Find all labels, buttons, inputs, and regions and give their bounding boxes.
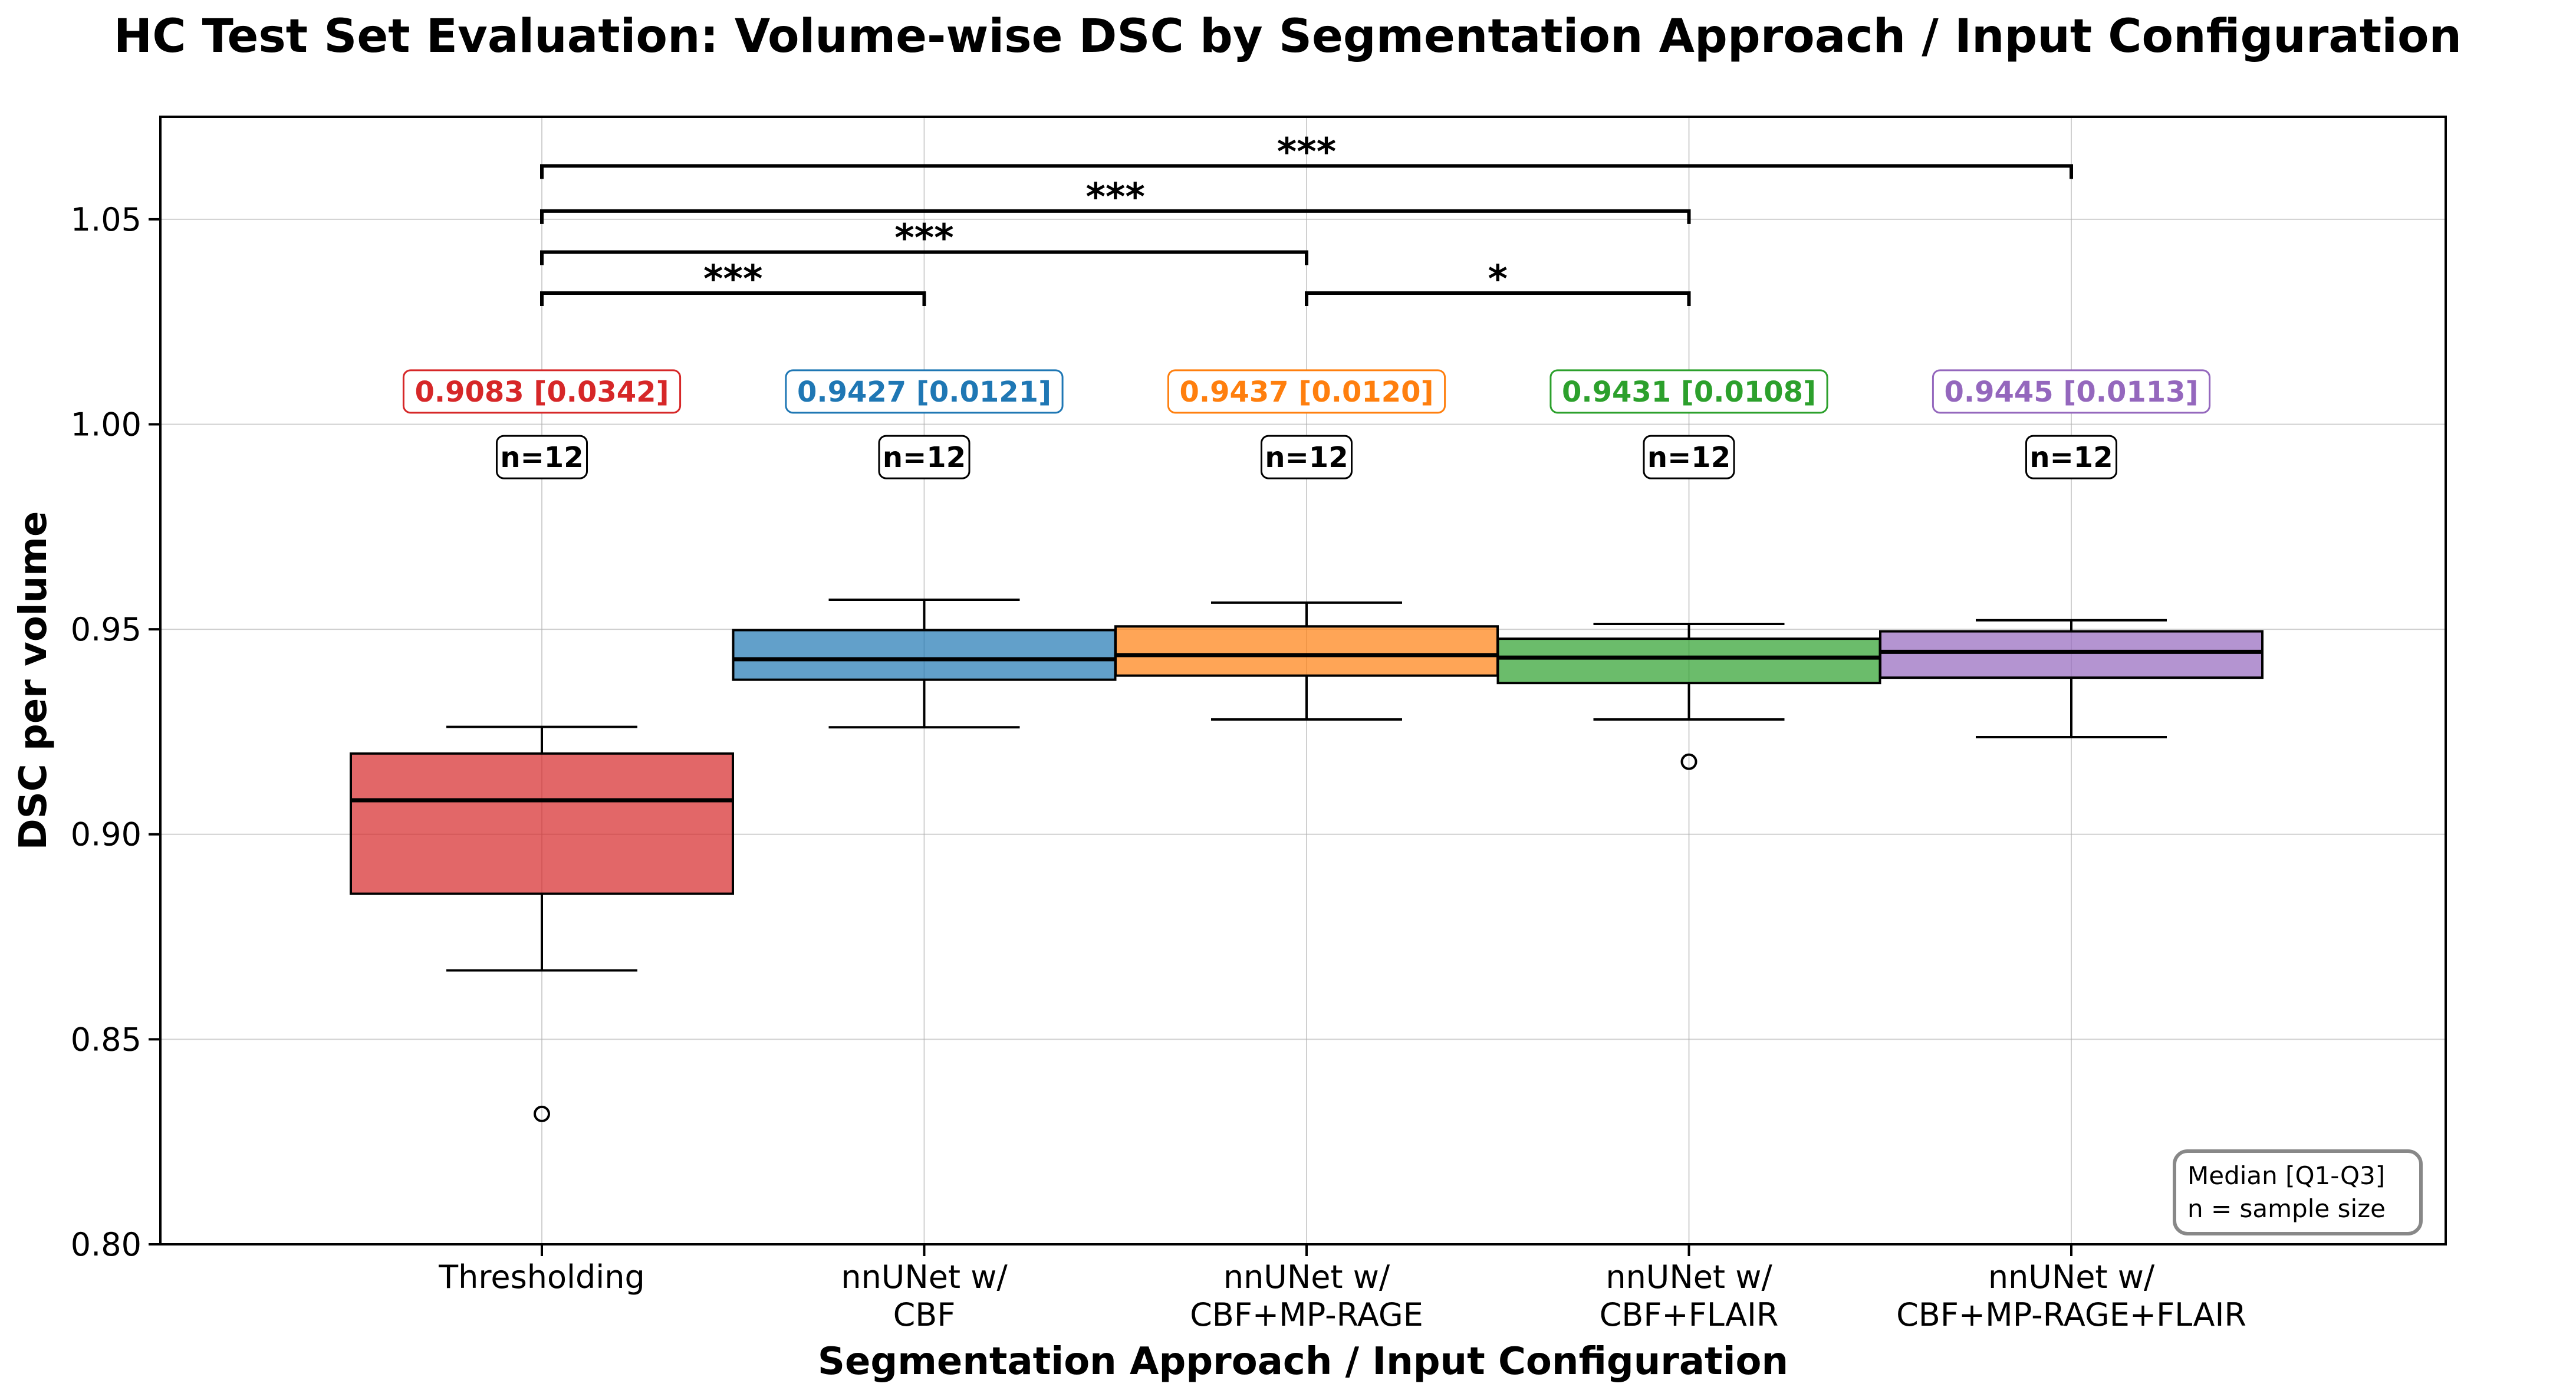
significance-label: * <box>1488 258 1508 301</box>
box-group: 0.9445 [0.0113] n=12 <box>1879 369 2264 738</box>
significance-bracket: * <box>1305 258 1691 306</box>
y-axis: 0.80 0.85 0.90 0.95 1.00 1.05 <box>71 201 160 1263</box>
sample-size-box <box>495 435 588 479</box>
x-axis-label: Segmentation Approach / Input Configurat… <box>818 1340 1788 1383</box>
x-tick-label: nnUNet w/ <box>1606 1258 1772 1296</box>
legend-note-line: Median [Q1-Q3] <box>2187 1161 2385 1190</box>
stat-label: 0.9445 [0.0113] <box>1944 376 2198 409</box>
x-tick-label: CBF <box>893 1296 956 1333</box>
box <box>1879 630 2264 679</box>
outlier-point <box>534 1105 550 1122</box>
legend-note: Median [Q1-Q3] n = sample size <box>2173 1149 2423 1235</box>
y-axis-label: DSC per volume <box>12 511 55 850</box>
significance-label: *** <box>703 258 762 301</box>
sample-size-box <box>2025 435 2118 479</box>
bracket-line <box>540 209 1691 224</box>
box-group: 0.9427 [0.0121] n=12 <box>732 369 1117 729</box>
plot-area-frame <box>159 116 2447 1245</box>
x-tick-label: CBF+MP-RAGE <box>1190 1296 1423 1333</box>
sample-size-label: n=12 <box>500 441 583 474</box>
y-tick-label: 0.95 <box>71 611 142 648</box>
y-tick-label: 0.85 <box>71 1021 142 1058</box>
x-tick-label: CBF+MP-RAGE+FLAIR <box>1896 1296 2246 1333</box>
sample-size-label: n=12 <box>1265 441 1348 474</box>
significance-bracket: *** <box>540 258 926 306</box>
y-tick-label: 1.00 <box>71 406 142 443</box>
box-group: 0.9431 [0.0108] n=12 <box>1496 369 1881 770</box>
y-tick-label: 1.05 <box>71 201 142 238</box>
significance-label: *** <box>1277 130 1336 174</box>
plot-marks: 0.9083 [0.0342]n=120.9427 [0.0121]n=120.… <box>350 130 2264 1122</box>
x-tick-label: CBF+FLAIR <box>1600 1296 1779 1333</box>
x-tick-label: Thresholding <box>438 1258 645 1296</box>
sample-size-label: n=12 <box>883 441 966 474</box>
x-tick-label: nnUNet w/ <box>1223 1258 1390 1296</box>
significance-label: *** <box>894 216 953 260</box>
significance-bracket: *** <box>540 216 1308 265</box>
box-group: 0.9083 [0.0342] n=12 <box>350 369 734 1122</box>
box-group: 0.9437 [0.0120] n=12 <box>1114 369 1499 721</box>
stat-label-box <box>1932 369 2211 414</box>
sample-size-box <box>1643 435 1735 479</box>
grid-lines <box>160 117 2446 1245</box>
bracket-line <box>540 164 2073 179</box>
stat-label: 0.9427 [0.0121] <box>797 376 1051 409</box>
bracket-line <box>540 291 926 306</box>
stat-label: 0.9437 [0.0120] <box>1179 376 1433 409</box>
box <box>732 629 1117 681</box>
chart-title: HC Test Set Evaluation: Volume-wise DSC … <box>114 10 2462 63</box>
significance-bracket: *** <box>540 176 1691 224</box>
stat-label-box <box>1167 369 1446 414</box>
sample-size-label: n=12 <box>1647 441 1731 474</box>
bracket-line <box>1305 291 1691 306</box>
x-tick-label: nnUNet w/ <box>841 1258 1008 1296</box>
sample-size-label: n=12 <box>2029 441 2113 474</box>
sample-size-box <box>1260 435 1353 479</box>
stat-label-box <box>1549 369 1828 414</box>
x-tick-label: nnUNet w/ <box>1988 1258 2155 1296</box>
y-tick-label: 0.90 <box>71 816 142 853</box>
stat-label: 0.9431 [0.0108] <box>1562 376 1816 409</box>
box <box>1114 625 1499 677</box>
box <box>350 752 734 895</box>
y-tick-label: 0.80 <box>71 1226 142 1263</box>
sample-size-box <box>878 435 970 479</box>
bracket-line <box>540 250 1308 265</box>
significance-label: *** <box>1086 176 1145 219</box>
outlier-point <box>1680 753 1697 770</box>
stat-label: 0.9083 [0.0342] <box>414 376 669 409</box>
significance-bracket: *** <box>540 130 2073 179</box>
box <box>1496 637 1881 685</box>
stat-label-box <box>402 369 682 414</box>
stat-label-box <box>785 369 1064 414</box>
legend-note-line: n = sample size <box>2187 1194 2386 1223</box>
